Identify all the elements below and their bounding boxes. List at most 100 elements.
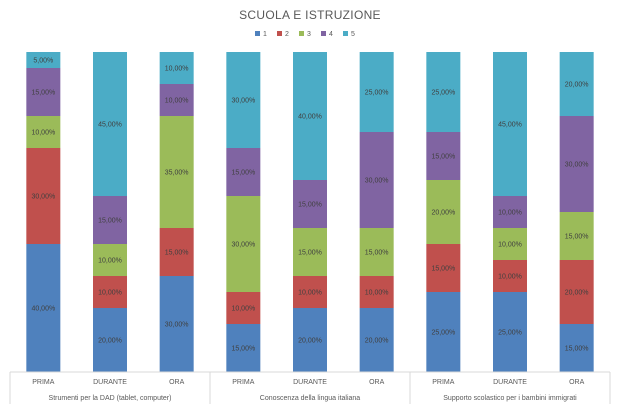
data-label: 15,00% [98, 218, 122, 225]
bar-segment [93, 276, 127, 308]
bar-segment [426, 292, 461, 372]
data-label: 10,00% [165, 98, 189, 105]
bar-segment [426, 180, 461, 244]
bar-segment [159, 276, 194, 372]
bar-segment [293, 228, 327, 276]
data-label: 30,00% [565, 162, 589, 169]
legend-label-1: 1 [263, 31, 267, 38]
bar-segment [159, 228, 194, 276]
data-label: 10,00% [298, 290, 322, 297]
data-label: 10,00% [98, 290, 122, 297]
data-label: 15,00% [565, 234, 589, 241]
data-label: 15,00% [231, 346, 255, 353]
bar-segment [493, 52, 527, 196]
legend-swatch-3 [299, 31, 304, 36]
data-label: 10,00% [231, 306, 255, 313]
data-label: 20,00% [431, 210, 455, 217]
group-label: Conoscenza della lingua italiana [260, 395, 361, 402]
bar-segment [559, 52, 594, 116]
legend-swatch-5 [343, 31, 348, 36]
category-label: ORA [369, 379, 385, 386]
category-label: PRIMA [232, 379, 255, 386]
bar-segment [226, 196, 261, 292]
bar-segment [493, 292, 527, 372]
category-label: PRIMA [32, 379, 55, 386]
data-label: 25,00% [365, 90, 389, 97]
category-label: PRIMA [432, 379, 455, 386]
bar-segment [93, 308, 127, 372]
bar-segment [293, 276, 327, 308]
bar-segment [426, 132, 461, 180]
data-label: 10,00% [165, 66, 189, 73]
data-label: 20,00% [565, 82, 589, 89]
bar-segment [359, 276, 394, 308]
data-label: 10,00% [365, 290, 389, 297]
chart-title: SCUOLA E ISTRUZIONE [239, 8, 381, 22]
bar-segment [26, 148, 61, 244]
data-label: 10,00% [498, 210, 522, 217]
data-label: 10,00% [498, 242, 522, 249]
data-label: 15,00% [431, 266, 455, 273]
data-label: 45,00% [498, 122, 522, 129]
data-label: 10,00% [98, 258, 122, 265]
bar-segment [26, 68, 61, 116]
bar-segment [293, 308, 327, 372]
bar-segment [493, 228, 527, 260]
legend-label-5: 5 [351, 31, 355, 38]
data-label: 15,00% [31, 90, 55, 97]
data-label: 30,00% [231, 242, 255, 249]
data-label: 15,00% [365, 250, 389, 257]
data-label: 30,00% [165, 322, 189, 329]
bar-segment [93, 196, 127, 244]
legend: 1 2 3 4 5 [255, 31, 355, 38]
bar-segment [226, 324, 261, 372]
bar-segment [293, 52, 327, 180]
bar-segment [93, 52, 127, 196]
data-label: 10,00% [498, 274, 522, 281]
bar-segment [559, 324, 594, 372]
data-label: 20,00% [365, 338, 389, 345]
category-axis: PRIMA DURANTE ORA Strumenti per la DAD (tab… [9, 371, 611, 404]
data-label: 25,00% [431, 330, 455, 337]
data-label: 20,00% [98, 338, 122, 345]
category-label: ORA [169, 379, 185, 386]
bar-segment [559, 260, 594, 324]
bar-segment [559, 116, 594, 212]
bar-segment [359, 228, 394, 276]
category-label: DURANTE [293, 379, 327, 386]
data-label: 25,00% [498, 330, 522, 337]
data-label: 15,00% [165, 250, 189, 257]
bar-segment [359, 132, 394, 228]
category-label: ORA [569, 379, 585, 386]
bar-segment [226, 148, 261, 196]
bar-segment [159, 116, 194, 228]
bar-segment [426, 244, 461, 292]
data-label: 15,00% [298, 202, 322, 209]
category-label: DURANTE [493, 379, 527, 386]
bar-segment [159, 84, 194, 116]
legend-swatch-4 [321, 31, 326, 36]
data-label: 40,00% [31, 306, 55, 313]
data-label: 15,00% [298, 250, 322, 257]
category-label: DURANTE [93, 379, 127, 386]
bar-segment [226, 292, 261, 324]
bar-segment [26, 244, 61, 372]
data-label: 35,00% [165, 170, 189, 177]
bar-segment [93, 244, 127, 276]
data-label: 15,00% [431, 154, 455, 161]
data-label: 20,00% [298, 338, 322, 345]
data-label: 30,00% [231, 98, 255, 105]
group-label: Supporto scolastico per i bambini immigr… [443, 395, 577, 402]
bar-segment [493, 260, 527, 292]
data-label: 40,00% [298, 114, 322, 121]
data-label: 15,00% [231, 170, 255, 177]
data-label: 25,00% [431, 90, 455, 97]
legend-label-2: 2 [285, 31, 289, 38]
legend-label-4: 4 [329, 31, 333, 38]
bar-segment [426, 52, 461, 132]
data-label: 45,00% [98, 122, 122, 129]
data-label: 20,00% [565, 290, 589, 297]
bar-segment [226, 52, 261, 148]
bar-segment [559, 212, 594, 260]
